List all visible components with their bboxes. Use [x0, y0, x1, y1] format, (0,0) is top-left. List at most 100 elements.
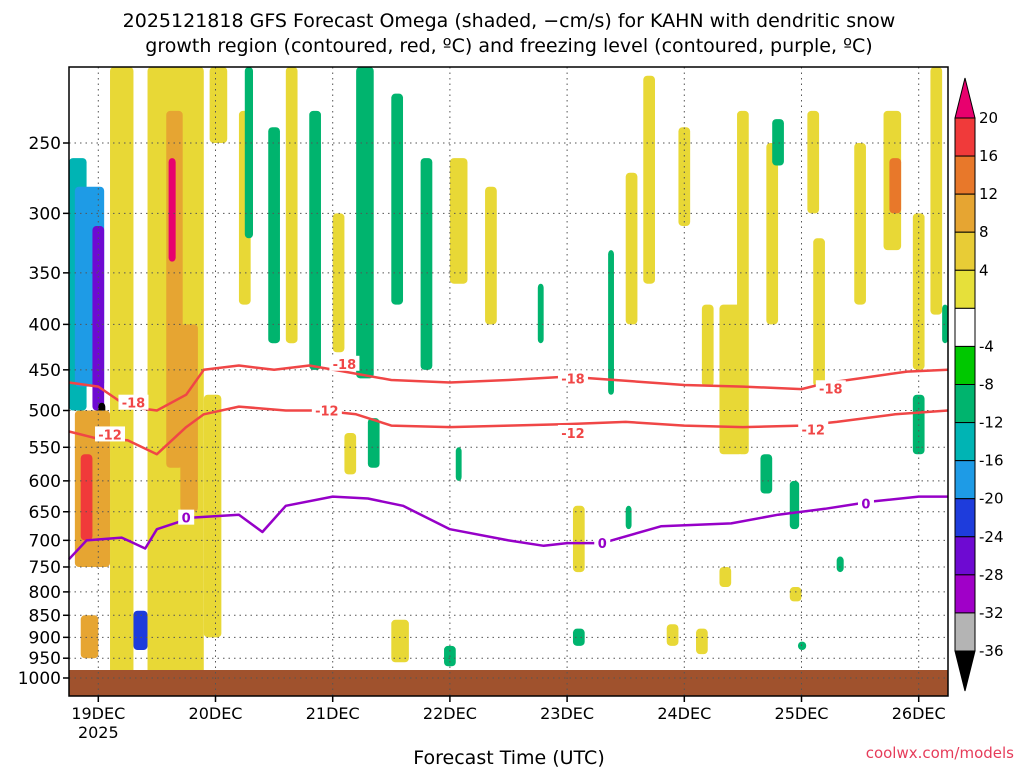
- x-tick-label: 20DEC: [189, 704, 243, 723]
- omega-patch: [92, 226, 105, 411]
- omega-patch: [889, 158, 902, 214]
- x-tick-label: 25DEC: [775, 704, 829, 723]
- omega-patch: [678, 127, 691, 227]
- y-tick-label: 650: [29, 503, 61, 523]
- omega-patch: [268, 127, 280, 344]
- y-tick-label: 1000: [18, 669, 61, 689]
- colorbar-segment: [954, 345, 976, 385]
- omega-patch: [309, 110, 321, 370]
- y-tick-label: 500: [29, 402, 61, 422]
- omega-patch: [912, 213, 925, 370]
- omega-patch: [485, 186, 497, 325]
- omega-patch: [244, 67, 254, 239]
- y-tick-label: 250: [29, 134, 61, 154]
- contour-label-bg: [178, 509, 195, 525]
- colorbar-label: 12: [979, 185, 998, 203]
- omega-patch: [737, 110, 749, 455]
- x-axis-title: Forecast Time (UTC): [413, 747, 604, 768]
- omega-patch: [813, 238, 825, 387]
- colorbar-label: -32: [979, 604, 1004, 622]
- omega-patch: [180, 324, 198, 512]
- chart-title-line2: growth region (contoured, red, ºC) and f…: [145, 35, 872, 57]
- colorbar-segment: [954, 536, 976, 576]
- x-tick-sublabel: 2025: [78, 723, 119, 742]
- omega-patch: [666, 624, 679, 646]
- colorbar-segment: [954, 155, 976, 195]
- x-tick-label: 24DEC: [657, 704, 711, 723]
- temperature-contours: -18 -18 -18 -18 -12 -12 -12 -12 0 0 0: [68, 355, 949, 561]
- omega-patch: [209, 67, 228, 143]
- colorbar-label: -12: [979, 414, 1004, 432]
- colorbar-label: -20: [979, 490, 1004, 508]
- omega-patch: [643, 75, 655, 284]
- contour-label-bg: [95, 426, 126, 442]
- contour-label: 0: [861, 497, 870, 512]
- omega-patch: [789, 480, 800, 530]
- y-tick-label: 950: [29, 649, 61, 669]
- colorbar-label: -16: [979, 452, 1004, 470]
- colorbar-segment: [954, 612, 976, 652]
- omega-patch: [537, 283, 544, 344]
- y-axis: 2503003504004505005506006507007508008509…: [18, 134, 69, 689]
- contour-label: 0: [182, 512, 191, 527]
- colorbar-arrow-bottom: [954, 650, 976, 692]
- contour-label: -12: [98, 428, 122, 443]
- colorbar-label: 8: [979, 223, 989, 241]
- y-tick-label: 800: [29, 583, 61, 603]
- y-tick-label: 300: [29, 204, 61, 224]
- contour-label-bg: [815, 380, 846, 396]
- ground-strip: [69, 670, 948, 696]
- omega-patch: [391, 619, 409, 663]
- y-tick-label: 450: [29, 361, 61, 381]
- chart-title-line1: 2025121818 GFS Forecast Omega (shaded, −…: [123, 10, 896, 32]
- contour-label-bg: [311, 402, 342, 418]
- credit-link[interactable]: coolwx.com/models: [866, 744, 1014, 762]
- omega-patch: [760, 454, 773, 494]
- omega-patch: [80, 454, 93, 541]
- colorbar-label: 20: [979, 109, 998, 127]
- omega-patch: [625, 505, 632, 530]
- x-tick-label: 22DEC: [423, 704, 477, 723]
- colorbar-segment: [954, 231, 976, 271]
- colorbar-label: -28: [979, 566, 1004, 584]
- y-tick-label: 750: [29, 558, 61, 578]
- omega-patch: [285, 67, 298, 344]
- colorbar-segment: [954, 422, 976, 462]
- colorbar-arrow-top: [954, 77, 976, 119]
- y-tick-label: 400: [29, 315, 61, 335]
- omega-patch: [930, 67, 943, 315]
- x-tick-label: 19DEC: [71, 704, 125, 723]
- colorbar-segment: [954, 384, 976, 424]
- y-tick-label: 700: [29, 531, 61, 551]
- colorbar-label: 4: [979, 261, 989, 279]
- omega-patch: [701, 304, 714, 387]
- contour-label-bg: [557, 424, 588, 440]
- omega-patch: [696, 628, 708, 655]
- omega-patch: [420, 158, 433, 370]
- omega-patch: [455, 447, 462, 481]
- contour-label-bg: [329, 355, 360, 371]
- omega-patch: [719, 566, 732, 588]
- colorbar-label: 16: [979, 147, 998, 165]
- omega-patch: [356, 67, 374, 379]
- contour-label: -18: [561, 372, 585, 387]
- omega-patch: [807, 110, 820, 214]
- x-tick-label: 23DEC: [540, 704, 594, 723]
- colorbar-segment: [954, 460, 976, 500]
- omega-patch: [797, 641, 807, 650]
- colorbar-segment: [954, 193, 976, 233]
- y-tick-label: 600: [29, 472, 61, 492]
- omega-patch: [912, 394, 925, 455]
- omega-patch: [572, 505, 585, 573]
- omega-patch: [133, 610, 148, 650]
- omega-patch: [942, 304, 948, 344]
- y-tick-label: 350: [29, 264, 61, 284]
- colorbar: 20 16 12 8 4 -4 -8 -12 -16 -20 -24 -28 -32 -36: [954, 77, 1004, 692]
- contour-label: -18: [122, 397, 146, 412]
- colorbar-segment: [954, 117, 976, 157]
- y-tick-label: 850: [29, 606, 61, 626]
- contour-label: -18: [333, 358, 357, 373]
- colorbar-segment: [954, 574, 976, 614]
- omega-patch: [367, 418, 380, 468]
